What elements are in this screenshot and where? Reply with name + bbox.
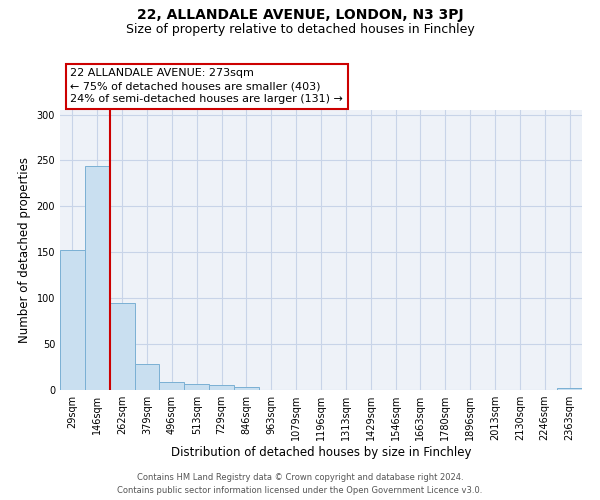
Bar [234, 387, 259, 390]
Bar [60, 250, 85, 390]
Text: Contains HM Land Registry data © Crown copyright and database right 2024.
Contai: Contains HM Land Registry data © Crown c… [118, 474, 482, 495]
Bar [209, 386, 234, 390]
Bar [184, 384, 209, 390]
Bar [134, 364, 160, 390]
Bar [85, 166, 110, 390]
Bar [557, 388, 582, 390]
Text: Size of property relative to detached houses in Finchley: Size of property relative to detached ho… [125, 22, 475, 36]
Y-axis label: Number of detached properties: Number of detached properties [18, 157, 31, 343]
Bar [160, 382, 184, 390]
Bar [110, 303, 134, 390]
Text: 22, ALLANDALE AVENUE, LONDON, N3 3PJ: 22, ALLANDALE AVENUE, LONDON, N3 3PJ [137, 8, 463, 22]
X-axis label: Distribution of detached houses by size in Finchley: Distribution of detached houses by size … [171, 446, 471, 459]
Text: 22 ALLANDALE AVENUE: 273sqm
← 75% of detached houses are smaller (403)
24% of se: 22 ALLANDALE AVENUE: 273sqm ← 75% of det… [70, 68, 343, 104]
